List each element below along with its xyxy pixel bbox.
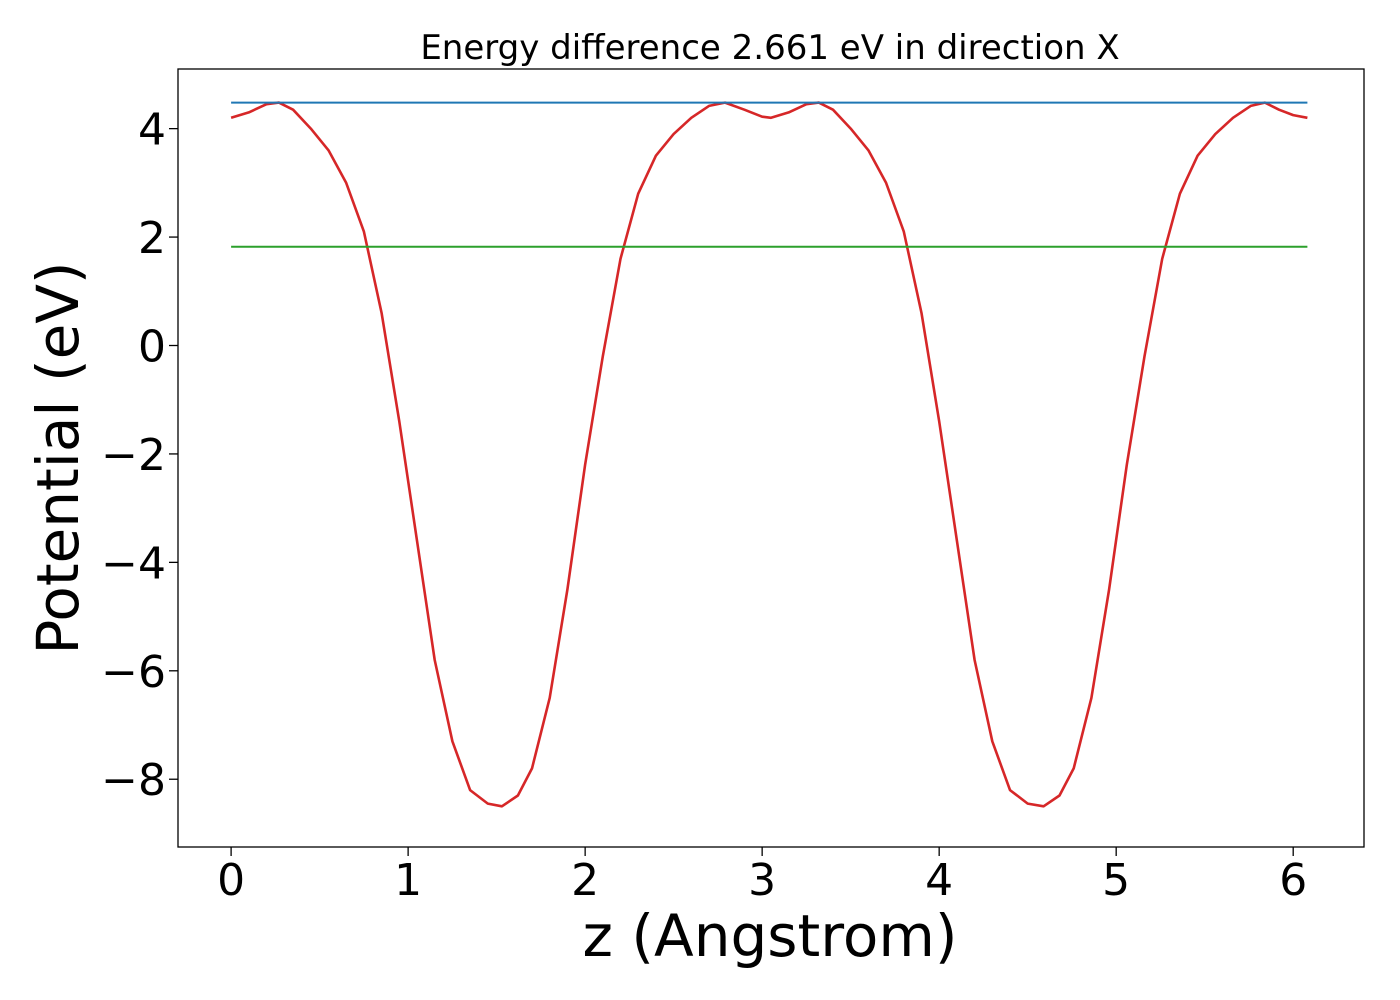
x-tick-label: 2 [571, 855, 599, 906]
y-tick-label: −4 [101, 538, 166, 589]
series-layer [230, 101, 1308, 808]
series-line-1 [230, 101, 1308, 808]
x-tick-label: 4 [925, 855, 953, 906]
y-tick-label: 4 [138, 105, 166, 156]
y-tick-label: 2 [138, 213, 166, 264]
x-tick-label: 6 [1279, 855, 1307, 906]
chart-title: Energy difference 2.661 eV in direction … [420, 28, 1119, 68]
x-axis-ticks: 0 1 2 3 4 5 6 [217, 847, 1307, 906]
y-tick-label: −2 [101, 430, 166, 481]
y-axis-ticks: 4 2 0 −2 −4 −6 −8 [101, 105, 178, 806]
y-tick-label: −8 [101, 755, 166, 806]
x-tick-label: 0 [217, 855, 245, 906]
x-tick-label: 3 [748, 855, 776, 906]
y-axis-label: Potential (eV) [24, 261, 92, 654]
y-tick-label: −6 [101, 647, 166, 698]
plot-frame [177, 68, 1365, 848]
y-tick-label: 0 [138, 322, 166, 373]
x-tick-label: 1 [394, 855, 422, 906]
x-axis-label: z (Angstrom) [583, 902, 958, 970]
x-tick-label: 5 [1102, 855, 1130, 906]
